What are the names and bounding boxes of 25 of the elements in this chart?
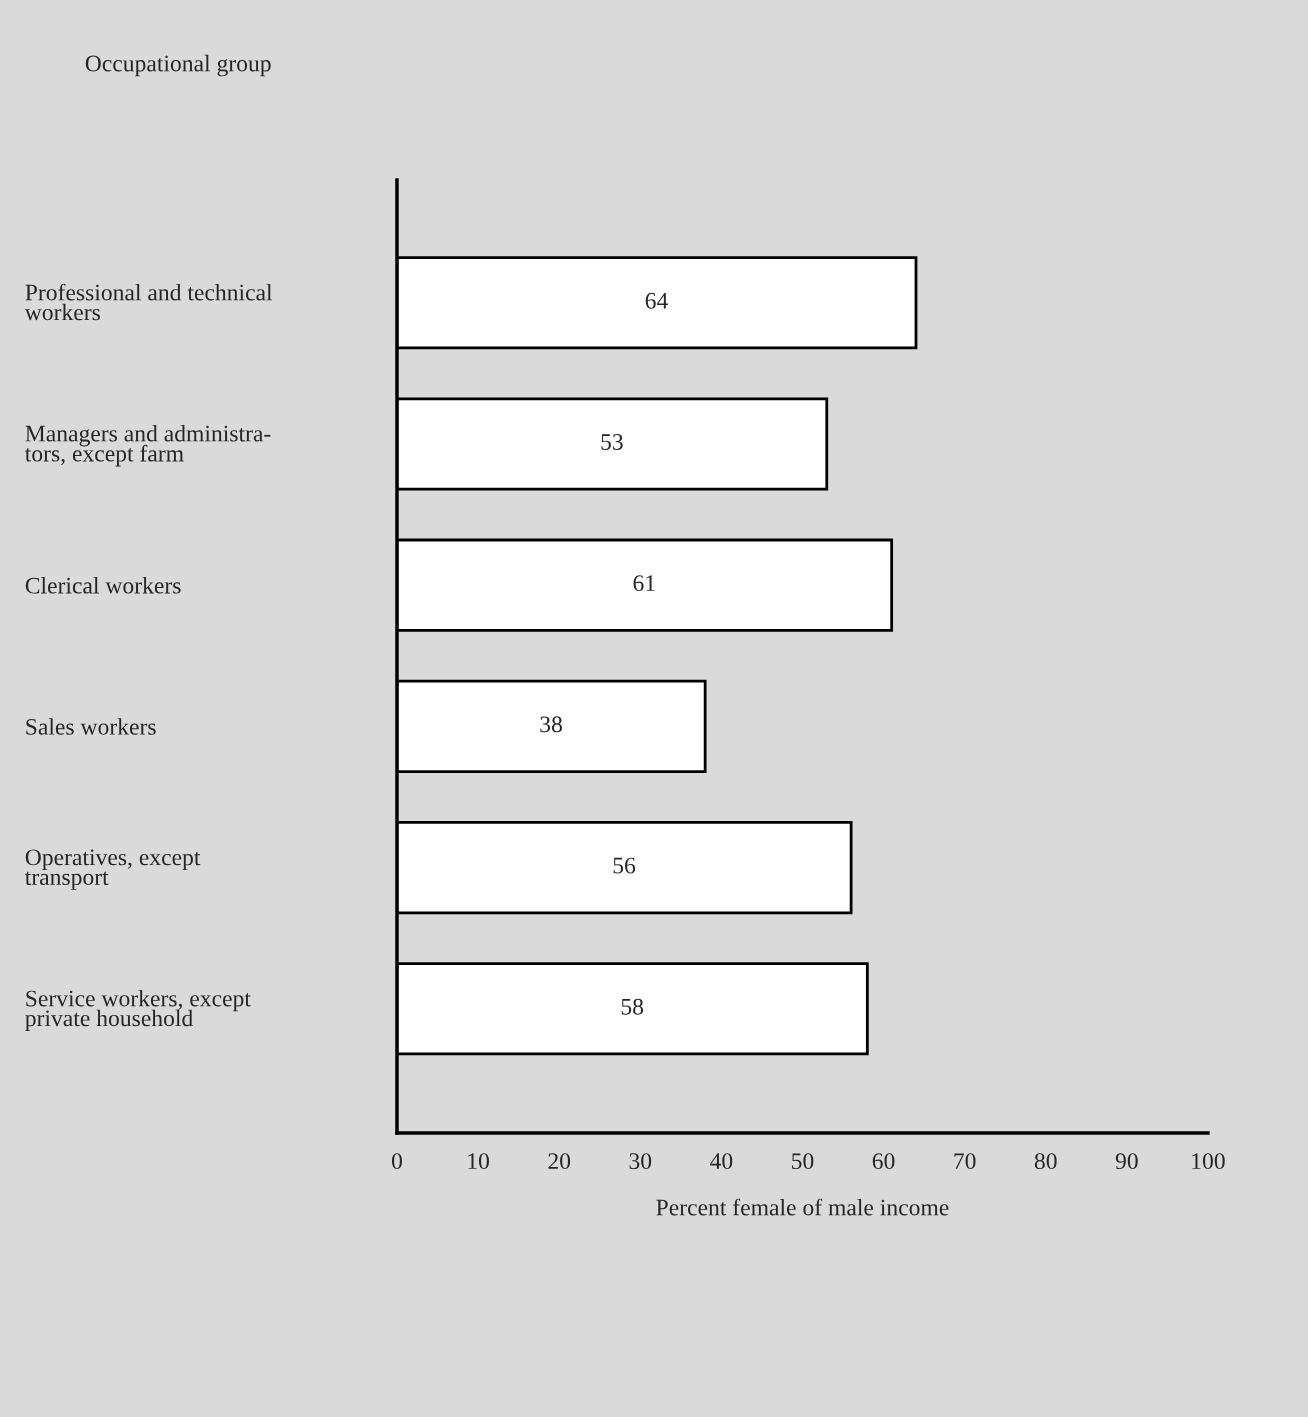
x-tick-label: 0 [391, 1153, 402, 1170]
x-tick-label: 10 [468, 1153, 489, 1170]
y-tick-label: Managers and administra- tors, except farm [24, 424, 271, 467]
x-axis-title: Percent female of male income [656, 1198, 949, 1216]
y-tick-label: Professional and technical workers [24, 283, 273, 321]
y-axis-title: Occupational group [85, 54, 271, 77]
data-label: 64 [645, 292, 668, 309]
x-tick-label: 30 [629, 1153, 652, 1170]
y-tick-label: Service workers, except private household [25, 989, 251, 1032]
y-tick-label: Operatives, except transport [24, 849, 201, 890]
y-tick-label: Sales workers [26, 718, 156, 735]
data-label: 56 [613, 857, 636, 874]
data-label: 58 [621, 998, 644, 1015]
y-tick-label: Clerical workers [25, 577, 181, 594]
x-tick-label: 40 [710, 1153, 733, 1170]
x-tick-label: 70 [954, 1153, 976, 1170]
data-label: 61 [633, 575, 655, 592]
data-label: 38 [540, 716, 562, 733]
x-tick-label: 20 [548, 1153, 571, 1170]
x-tick-label: 100 [1192, 1153, 1225, 1170]
x-tick-label: 60 [872, 1153, 895, 1170]
x-tick-label: 90 [1115, 1153, 1138, 1170]
x-tick-label: 50 [792, 1153, 814, 1170]
x-tick-label: 80 [1034, 1153, 1057, 1170]
data-label: 53 [601, 434, 623, 450]
